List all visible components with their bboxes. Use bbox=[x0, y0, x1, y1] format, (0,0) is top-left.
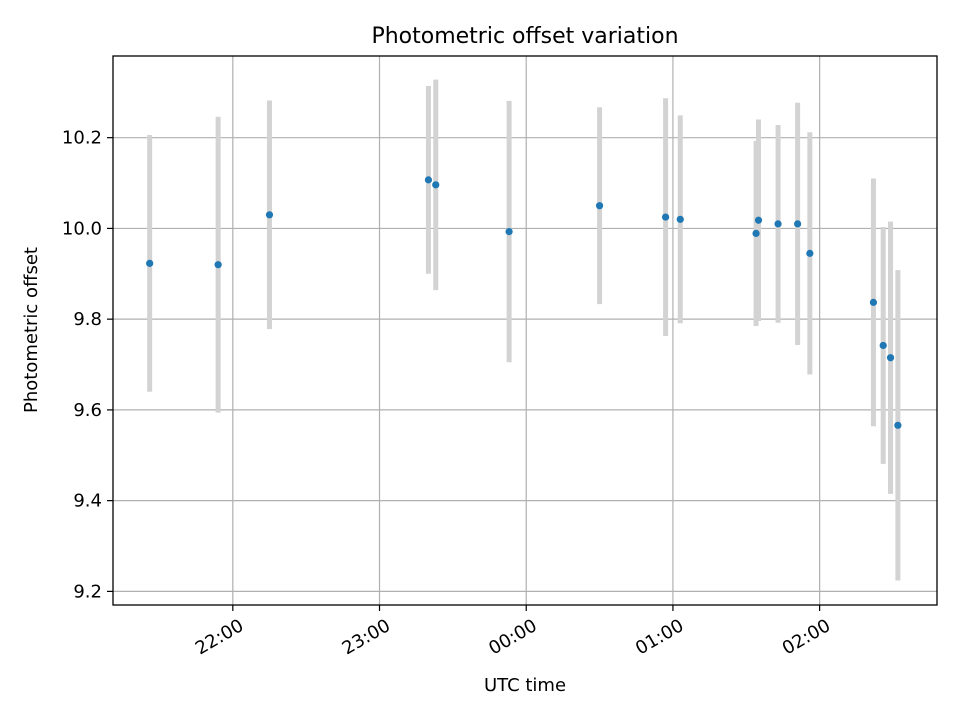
data-point bbox=[794, 220, 802, 228]
data-point bbox=[214, 261, 222, 269]
x-tick-label: 23:00 bbox=[339, 615, 394, 659]
x-tick-label: 02:00 bbox=[779, 615, 834, 659]
y-tick-label: 9.6 bbox=[73, 400, 102, 421]
error-bars bbox=[147, 79, 901, 581]
data-point bbox=[869, 298, 878, 306]
x-tick-label: 00:00 bbox=[485, 615, 540, 659]
data-point bbox=[879, 341, 887, 350]
chart-title: Photometric offset variation bbox=[371, 24, 678, 49]
data-point bbox=[661, 213, 670, 221]
data-point bbox=[886, 354, 895, 362]
data-point bbox=[265, 211, 274, 219]
data-point bbox=[752, 229, 760, 238]
x-axis-ticks: 22:00 23:00 00:00 01:00 02:00 bbox=[192, 605, 834, 659]
plot-frame bbox=[112, 55, 938, 606]
y-axis-label: Photometric offset bbox=[21, 247, 42, 413]
y-axis-ticks: 9.2 9.4 9.6 9.8 10.0 10.2 bbox=[62, 128, 113, 602]
data-point bbox=[146, 259, 154, 267]
y-tick-label: 10.2 bbox=[62, 128, 102, 149]
x-tick-label: 22:00 bbox=[192, 615, 247, 659]
data-point bbox=[432, 181, 440, 189]
data-point bbox=[806, 249, 814, 257]
grid bbox=[113, 56, 937, 605]
data-point bbox=[894, 421, 902, 429]
data-points bbox=[146, 176, 902, 429]
data-point bbox=[595, 202, 604, 210]
x-axis-label: UTC time bbox=[484, 675, 566, 696]
data-point bbox=[774, 220, 782, 228]
data-point bbox=[424, 176, 433, 184]
y-tick-label: 10.0 bbox=[62, 218, 102, 239]
y-tick-label: 9.8 bbox=[73, 309, 102, 330]
y-tick-label: 9.2 bbox=[73, 581, 102, 602]
y-tick-label: 9.4 bbox=[73, 491, 102, 512]
data-point bbox=[754, 216, 763, 224]
data-point bbox=[676, 215, 684, 223]
x-tick-label: 01:00 bbox=[632, 615, 687, 659]
data-point bbox=[505, 227, 513, 236]
